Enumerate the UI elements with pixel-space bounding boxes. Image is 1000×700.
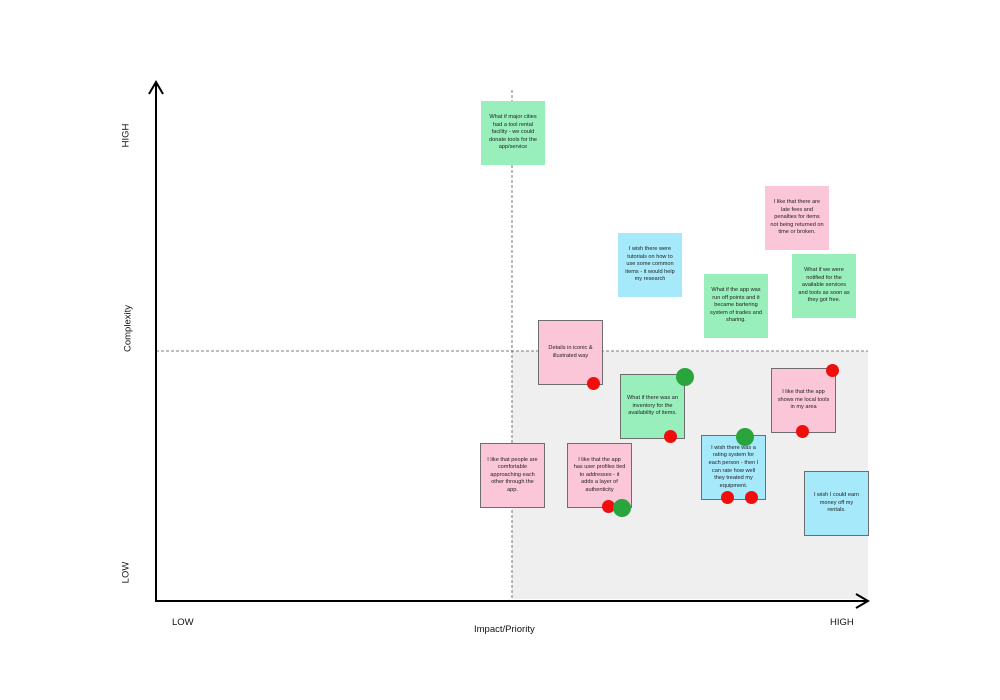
sticky-note-tutorials[interactable]: I wish there were tutorials on how to us… <box>618 233 682 297</box>
y-axis-title: Complexity <box>122 305 134 352</box>
sticky-note-rating-system[interactable]: I wish there was a rating system for eac… <box>701 435 766 500</box>
sticky-note-availability-notifications[interactable]: What if we were notified for the availab… <box>792 254 856 318</box>
green-vote-dot <box>736 428 754 446</box>
sticky-note-earn-money[interactable]: I wish I could earn money off my rentals… <box>804 471 869 536</box>
green-vote-dot <box>613 499 631 517</box>
x-axis-low-label: LOW <box>172 617 194 628</box>
red-vote-dot <box>664 430 677 443</box>
y-axis-arrow-icon <box>148 80 164 95</box>
green-vote-dot <box>676 368 694 386</box>
sticky-note-user-profiles[interactable]: I like that the app has user profiles ti… <box>567 443 632 508</box>
x-axis-high-label: HIGH <box>830 617 854 628</box>
red-vote-dot <box>796 425 809 438</box>
y-axis-low-label: LOW <box>120 561 132 584</box>
sticky-note-inventory[interactable]: What if there was an inventory for the a… <box>620 374 685 439</box>
sticky-note-local-tools[interactable]: I like that the app shows me local tools… <box>771 368 836 433</box>
sticky-note-comfortable-approaching[interactable]: I like that people are comfortable appro… <box>480 443 545 508</box>
red-vote-dot <box>826 364 839 377</box>
red-vote-dot <box>745 491 758 504</box>
red-vote-dot <box>587 377 600 390</box>
sticky-note-tool-rental-facility[interactable]: What if major cities had a tool rental f… <box>481 101 545 165</box>
sticky-note-late-fees[interactable]: I like that there are late fees and pena… <box>765 186 829 250</box>
x-axis-title: Impact/Priority <box>474 624 535 635</box>
red-vote-dot <box>721 491 734 504</box>
sticky-note-iconic-details[interactable]: Details in iconic & illustrated way <box>538 320 603 385</box>
y-axis-high-label: HIGH <box>120 123 132 148</box>
x-axis-arrow-icon <box>855 593 870 609</box>
sticky-note-points-bartering[interactable]: What if the app was run off points and i… <box>704 274 768 338</box>
red-vote-dot <box>602 500 615 513</box>
